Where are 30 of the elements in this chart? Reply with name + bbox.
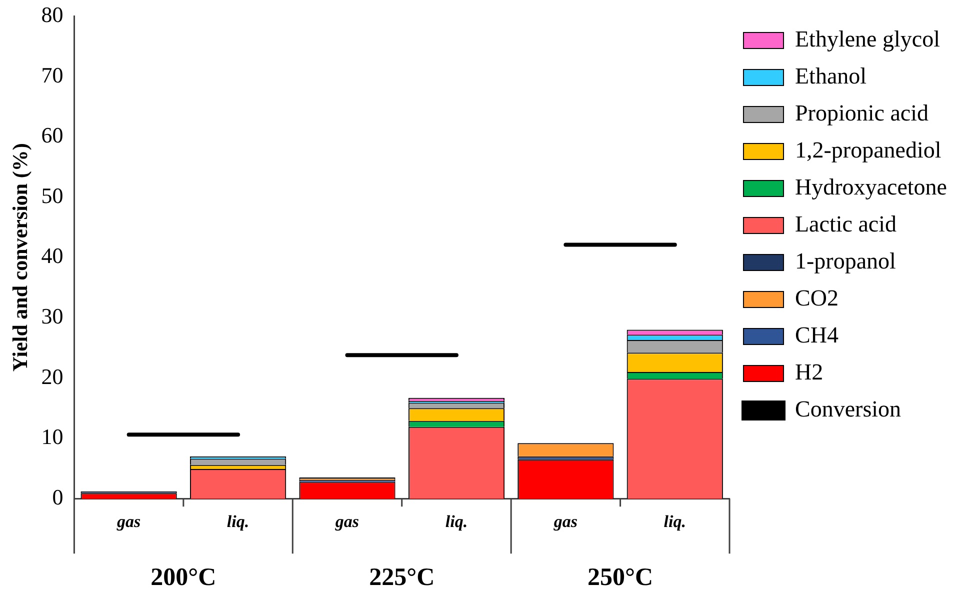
y-tick-label: 30 (41, 303, 64, 328)
y-tick-label: 40 (41, 243, 64, 268)
text: 250°C (588, 564, 654, 592)
legend-label: Hydroxyacetone (795, 174, 948, 200)
legend-label: Ethanol (795, 64, 867, 89)
y-tick-label: 20 (41, 364, 64, 389)
y-tick-label: 70 (41, 62, 64, 88)
legend-label: 1,2-propanediol (795, 138, 942, 163)
x-tick-label: gas (116, 512, 141, 532)
legend-label: Conversion (795, 396, 902, 422)
x-tick-label: gas (552, 512, 578, 532)
legend-label: 1-propanol (795, 248, 896, 274)
y-tick-label: 10 (41, 424, 64, 450)
legend-label: CO2 (795, 286, 838, 311)
x-tick-label: liq. (226, 512, 250, 532)
text: 225°C (369, 564, 435, 592)
x-tick-label: liq. (664, 512, 686, 532)
legend-label: CH4 (795, 322, 839, 348)
x-tick-label: gas (334, 512, 360, 532)
y-tick-label: 50 (41, 182, 64, 208)
legend-label: H2 (795, 360, 824, 385)
text: 200°C (150, 564, 216, 592)
y-tick-label: 60 (41, 122, 64, 148)
y-tick-label: 0 (52, 484, 64, 510)
x-tick-label: liq. (445, 512, 468, 532)
legend-label: Propionic acid (795, 100, 930, 126)
legend-label: Ethylene glycol (795, 26, 940, 52)
legend-label: Lactic acid (795, 212, 898, 237)
y-tick-label: 80 (41, 2, 64, 27)
y-axis-title: Yield and conversion (%) (8, 143, 32, 372)
